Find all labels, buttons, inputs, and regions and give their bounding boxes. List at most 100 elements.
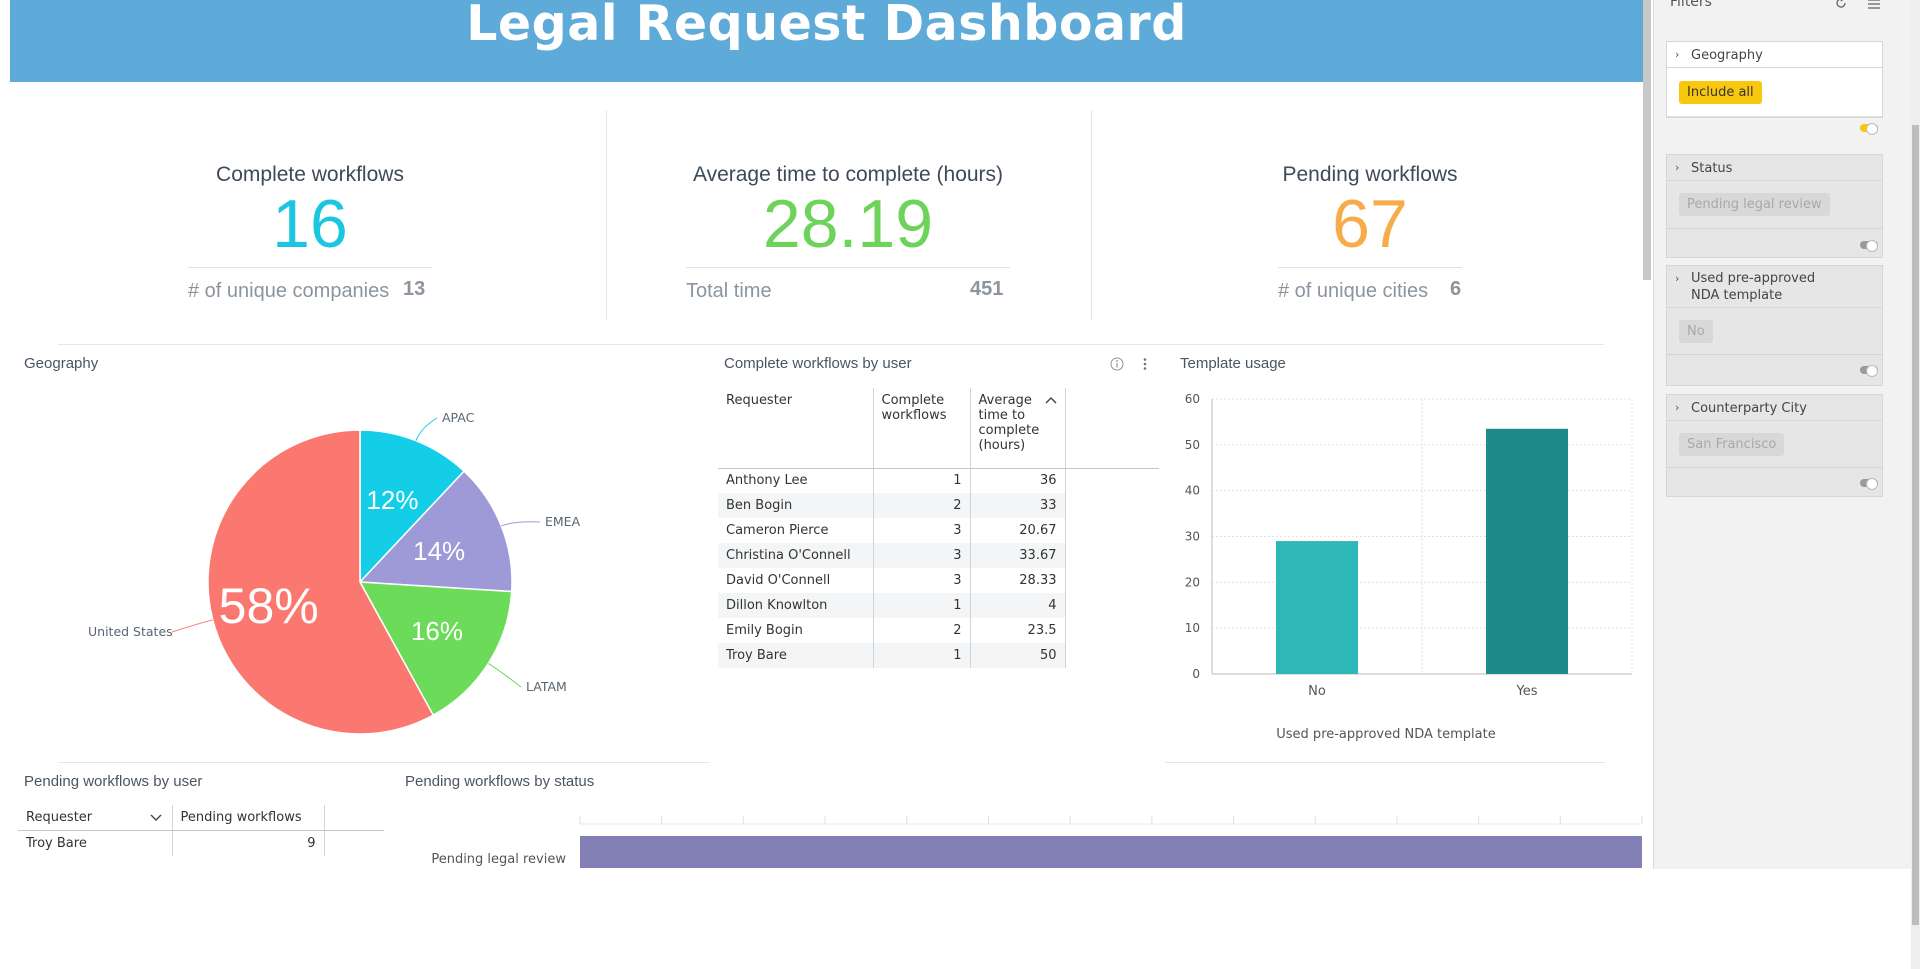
- column-header-pending-workflows[interactable]: Pending workflows: [172, 805, 325, 831]
- kpi-value: 28.19: [762, 186, 934, 262]
- filter-status[interactable]: › Status Pending legal review: [1666, 154, 1883, 258]
- kpi-sub-label: # of unique cities: [1278, 280, 1429, 302]
- pie-slice-label: 14%: [413, 536, 465, 566]
- filter-label: Geography: [1691, 48, 1763, 63]
- cell-complete-workflows: 1: [873, 643, 971, 668]
- page-scrollbar-thumb[interactable]: [1912, 125, 1919, 925]
- kpi-divider: [606, 110, 607, 320]
- kpi-sub-label: # of unique companies: [188, 280, 390, 302]
- table-row[interactable]: Troy Bare 1 50: [718, 643, 1159, 668]
- filter-header[interactable]: › Used pre-approved NDA template: [1667, 266, 1882, 308]
- filter-toggle[interactable]: [1860, 240, 1878, 252]
- filter-chip-no[interactable]: No: [1679, 320, 1713, 343]
- pie-slice[interactable]: [207, 429, 435, 735]
- table-row[interactable]: David O'Connell 3 28.33: [718, 568, 1159, 593]
- menu-icon[interactable]: [1867, 0, 1881, 15]
- table-row[interactable]: Anthony Lee 1 36: [718, 468, 1159, 493]
- table-row[interactable]: Dillon Knowlton 1 4: [718, 593, 1159, 618]
- filter-chip-include-all[interactable]: Include all: [1679, 81, 1762, 104]
- filter-header[interactable]: › Geography: [1667, 42, 1882, 68]
- table-row[interactable]: Ben Bogin 2 33: [718, 493, 1159, 518]
- cell-average-time: 23.5: [970, 618, 1066, 643]
- pie-leader-line: [171, 619, 213, 633]
- sort-ascending-icon[interactable]: [1045, 393, 1057, 408]
- kpi-average-time: Average time to complete (hours) 28.19 T…: [680, 110, 1016, 320]
- column-header-requester[interactable]: Requester: [718, 388, 874, 469]
- column-header-empty: [324, 805, 384, 831]
- pending-by-status-bar-chart: Pending legal review: [431, 816, 1643, 868]
- pie-category-label: LATAM: [526, 679, 567, 694]
- cell-requester: Troy Bare: [718, 643, 874, 668]
- more-options-icon[interactable]: [1137, 356, 1153, 372]
- pie-slice-label: 16%: [411, 616, 463, 646]
- filter-toggle[interactable]: [1860, 365, 1878, 377]
- filter-divider: [1667, 228, 1882, 229]
- bar[interactable]: [580, 836, 1642, 868]
- pie-category-label: EMEA: [545, 514, 581, 529]
- kpi-sub-value: 6: [1450, 278, 1462, 300]
- bar[interactable]: [1486, 428, 1568, 674]
- cell-empty: [1065, 518, 1159, 543]
- reset-filters-icon[interactable]: [1834, 0, 1848, 13]
- main-scrollbar-thumb[interactable]: [1643, 0, 1651, 280]
- pie-slice[interactable]: [358, 470, 513, 593]
- kpi-title: Pending workflows: [1282, 163, 1458, 186]
- filter-nda-template[interactable]: › Used pre-approved NDA template No: [1666, 265, 1883, 386]
- cell-average-time: 36: [970, 468, 1066, 493]
- table-header-row: Requester Pending workflows: [18, 805, 384, 831]
- pie-slice[interactable]: [359, 429, 466, 584]
- pie-slice-label: 58%: [219, 578, 319, 634]
- filter-chip-status[interactable]: Pending legal review: [1679, 193, 1830, 216]
- cell-complete-workflows: 3: [873, 568, 971, 593]
- cell-average-time: 28.33: [970, 568, 1066, 593]
- cell-complete-workflows: 2: [873, 493, 971, 518]
- filter-label: Status: [1691, 161, 1733, 176]
- column-header-requester[interactable]: Requester: [18, 805, 173, 831]
- filter-header[interactable]: › Counterparty City: [1667, 395, 1882, 421]
- cell-average-time: 4: [970, 593, 1066, 618]
- filter-chip-city[interactable]: San Francisco: [1679, 433, 1785, 456]
- kpi-title: Complete workflows: [216, 163, 404, 186]
- cell-requester: Ben Bogin: [718, 493, 874, 518]
- cell-complete-workflows: 3: [873, 543, 971, 568]
- bar[interactable]: [1276, 541, 1358, 674]
- filter-toggle[interactable]: [1860, 478, 1878, 490]
- chevron-right-icon[interactable]: ›: [1675, 401, 1680, 414]
- geography-pie-chart: 12% APAC 14% EMEA 16% LATAM 58% United States: [88, 410, 581, 735]
- cell-empty: [1065, 493, 1159, 518]
- table-row[interactable]: Emily Bogin 2 23.5: [718, 618, 1159, 643]
- filter-toggle[interactable]: [1860, 123, 1878, 135]
- column-header-complete-workflows[interactable]: Complete workflows: [873, 388, 971, 469]
- cell-requester: Cameron Pierce: [718, 518, 874, 543]
- column-header-average-time[interactable]: Average time to complete (hours): [970, 388, 1066, 469]
- cell-requester: David O'Connell: [718, 568, 874, 593]
- table-header-row: Requester Complete workflows Average tim…: [718, 388, 1159, 469]
- cell-complete-workflows: 1: [873, 468, 971, 493]
- cell-average-time: 33: [970, 493, 1066, 518]
- filter-divider: [1667, 467, 1882, 468]
- filter-counterparty-city[interactable]: › Counterparty City San Francisco: [1666, 394, 1883, 497]
- table-row[interactable]: Troy Bare 9: [18, 830, 384, 856]
- chevron-right-icon[interactable]: ›: [1675, 272, 1680, 285]
- x-tick-label: Yes: [1516, 684, 1538, 699]
- filter-header[interactable]: › Status: [1667, 155, 1882, 181]
- cell-average-time: 50: [970, 643, 1066, 668]
- info-icon[interactable]: [1109, 356, 1125, 372]
- filter-label: Used pre-approved: [1691, 271, 1816, 286]
- filter-geography[interactable]: › Geography Include all: [1666, 41, 1883, 135]
- cell-empty: [1065, 543, 1159, 568]
- y-tick-label: 50: [1185, 438, 1200, 452]
- table-row[interactable]: Christina O'Connell 3 33.67: [718, 543, 1159, 568]
- chevron-right-icon[interactable]: ›: [1675, 48, 1680, 61]
- chevron-right-icon[interactable]: ›: [1675, 161, 1680, 174]
- cell-average-time: 20.67: [970, 518, 1066, 543]
- pie-category-label: United States: [88, 624, 173, 639]
- pie-leader-line: [501, 521, 541, 527]
- cell-empty: [324, 831, 384, 856]
- pie-slice-label: 12%: [366, 485, 418, 515]
- kpi-sub-label: Total time: [686, 280, 772, 302]
- table-row[interactable]: Cameron Pierce 3 20.67: [718, 518, 1159, 543]
- kpi-value: 16: [272, 186, 348, 262]
- pie-slice[interactable]: [358, 581, 513, 717]
- chevron-down-icon[interactable]: [150, 811, 162, 826]
